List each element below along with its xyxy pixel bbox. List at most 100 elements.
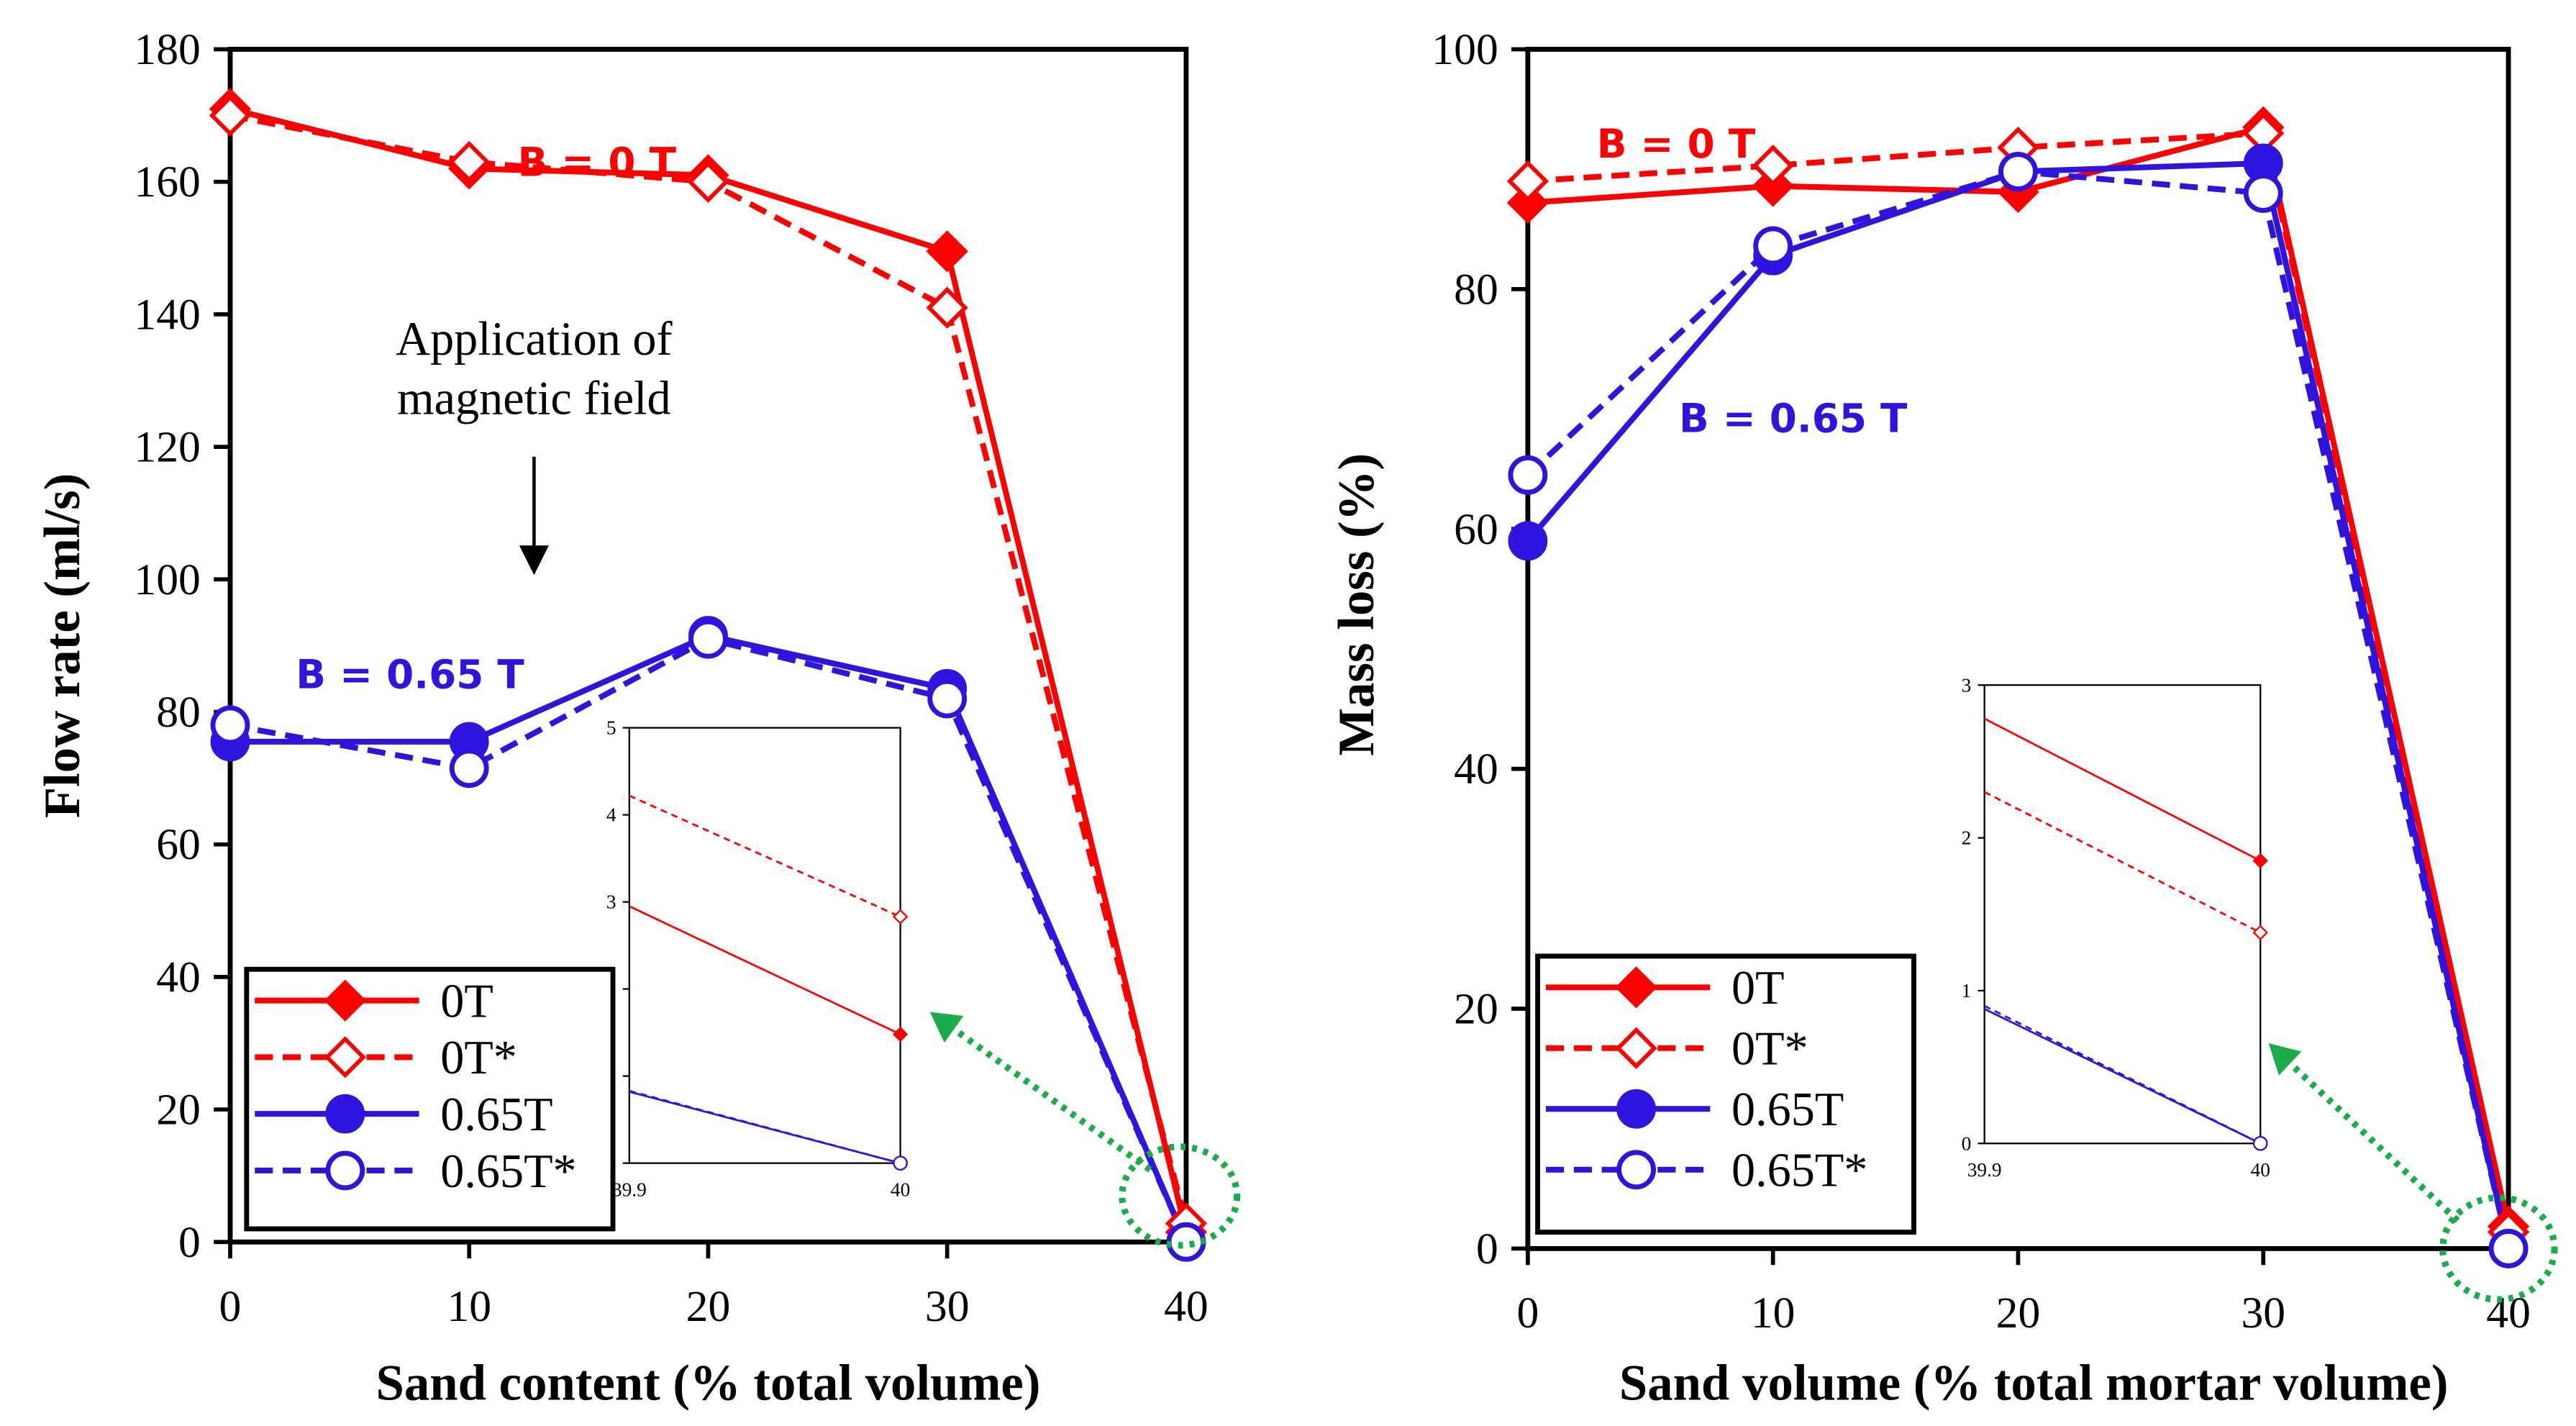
inset-chart: 0 1 2 3 39.9 40 (1962, 674, 2270, 1181)
data-point (687, 160, 729, 203)
legend-marker-icon (1616, 1089, 1656, 1129)
inset-data-point (892, 1026, 909, 1043)
legend-item-0T*: 0T* (255, 1032, 517, 1084)
data-point (1506, 181, 1549, 224)
y-axis-title: Flow rate (ml/s) (35, 473, 91, 818)
data-point (1506, 160, 1549, 203)
highlight-ellipse (2439, 1194, 2558, 1303)
y-tick-label: 100 (1432, 25, 1498, 74)
x-axis-title: Sand content (% total volume) (376, 1355, 1041, 1411)
x-tick-label: 20 (1996, 1289, 2041, 1338)
legend-label: 0T* (440, 1032, 517, 1084)
legend-marker-icon (325, 1150, 365, 1191)
inset-y-tick-label: 1 (1962, 980, 1972, 1002)
zoom-arrow-line (952, 1026, 1152, 1173)
zoom-arrow-head-icon (2268, 1043, 2302, 1076)
legend-item-0T*: 0T* (1545, 1023, 1808, 1076)
x-tick-label: 0 (219, 1282, 242, 1331)
annotation-note-line1: Application of (396, 313, 673, 365)
legend-box (1535, 953, 1916, 1235)
y-tick-label: 20 (1454, 985, 1498, 1034)
legend-item-0.65T: 0.65T (255, 1089, 553, 1141)
annotation-b0: B = 0 T (518, 139, 677, 185)
flow-rate-chart: 0 20 40 60 80 100 120 140 160 180 0 10 20 30 40 Sand co… (35, 25, 1241, 1411)
y-tick-label: 100 (134, 555, 200, 604)
data-point (2488, 1228, 2529, 1268)
inset-frame (1983, 684, 2262, 1145)
legend: 0T 0T* 0.65T 0.65T* (1535, 953, 1916, 1235)
y-tick-label: 80 (156, 688, 201, 737)
inset-y-tick-label: 0 (1962, 1132, 1972, 1154)
y-tick-label: 160 (134, 158, 200, 206)
legend-label: 0.65T* (1731, 1145, 1867, 1197)
y-tick-label: 0 (178, 1218, 201, 1267)
legend-label: 0.65T (440, 1089, 552, 1141)
annotation-b065: B = 0.65 T (296, 652, 524, 698)
x-tick-label: 30 (925, 1282, 970, 1331)
legend-marker-icon (324, 979, 366, 1022)
x-tick-label: 30 (2241, 1289, 2285, 1338)
inset-data-point (2253, 1135, 2268, 1151)
legend-item-0T: 0T (255, 975, 493, 1027)
inset-chart: 01234539.940 (606, 717, 910, 1201)
inset-y-tick-label: 3 (606, 891, 616, 913)
inset-data-point (893, 1155, 908, 1171)
y-tick-label: 60 (1454, 505, 1498, 554)
inset-x-tick-label: 39.9 (612, 1179, 647, 1200)
data-point (2243, 173, 2283, 213)
inset-y-tick-label: 3 (1962, 674, 1972, 696)
legend-marker-icon (1616, 1150, 1656, 1190)
y-tick-label: 40 (1454, 745, 1498, 794)
y-tick-label: 20 (156, 1086, 201, 1135)
y-axis-title: Mass loss (%) (1329, 453, 1385, 756)
annotation-note-line2: magnetic field (397, 372, 671, 424)
inset-data-point (2252, 925, 2269, 940)
inset-series-line-0T (1984, 717, 2261, 862)
legend-label: 0T* (1731, 1023, 1808, 1076)
legend-marker-icon (325, 1094, 365, 1134)
data-point (1508, 521, 1548, 561)
legend-label: 0T (440, 975, 493, 1027)
data-point (926, 286, 968, 329)
x-tick-label: 40 (1164, 1282, 1209, 1331)
zoom-arrow-head-icon (929, 1012, 964, 1043)
y-tick-label: 80 (1454, 265, 1498, 314)
inset-series-line-0T* (629, 794, 901, 918)
y-tick-label: 140 (134, 290, 200, 339)
inset-x-tick-label: 39.9 (1967, 1159, 2002, 1181)
inset-y-tick-label: 5 (606, 717, 616, 739)
inset-x-tick-label: 40 (2251, 1159, 2270, 1181)
annotation-b0: B = 0 T (1597, 121, 1756, 167)
legend-marker-icon (1615, 966, 1657, 1009)
data-point (210, 705, 250, 745)
inset-y-tick-label: 2 (1962, 827, 1972, 849)
y-tick-label: 120 (134, 423, 200, 472)
data-point (927, 678, 968, 719)
inset-y-tick-label: 4 (606, 804, 616, 826)
highlight-ellipse (1119, 1143, 1241, 1249)
y-tick-label: 180 (134, 25, 200, 74)
data-point (1166, 1222, 1206, 1262)
data-point (1508, 455, 1548, 495)
data-point (448, 140, 491, 183)
legend-item-0.65T: 0.65T (1545, 1084, 1844, 1136)
legend-label: 0.65T (1731, 1084, 1844, 1136)
legend-item-0.65T*: 0.65T* (255, 1145, 577, 1198)
legend-box (244, 966, 616, 1232)
x-tick-label: 20 (686, 1282, 731, 1331)
legend-marker-icon (1615, 1027, 1657, 1069)
data-point (1752, 145, 1794, 187)
x-tick-label: 10 (447, 1282, 491, 1331)
zoom-arrow-line (2288, 1061, 2460, 1223)
inset-frame (628, 727, 901, 1164)
inset-series-line-0.65T* (629, 1089, 901, 1164)
legend-item-0T: 0T (1545, 962, 1785, 1014)
inset-series-line-0T* (1984, 791, 2261, 934)
inset-data-point (2252, 853, 2269, 869)
annotation-b065: B = 0.65 T (1679, 396, 1908, 442)
data-point (926, 230, 968, 273)
inset-series-line-0.65T* (1984, 1004, 2261, 1145)
data-point (209, 94, 252, 137)
